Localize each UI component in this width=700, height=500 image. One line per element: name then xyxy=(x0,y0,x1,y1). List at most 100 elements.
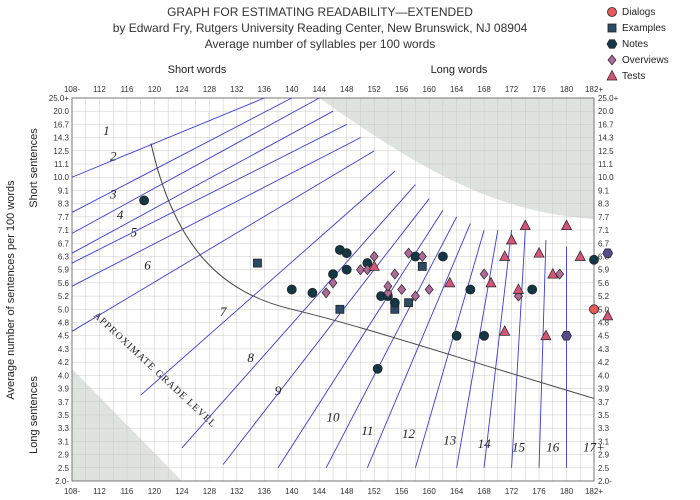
y-tick-label-left: 2.5 xyxy=(58,464,70,473)
y-tick-label-right: 14.3 xyxy=(598,134,614,143)
data-points xyxy=(139,195,614,374)
y-tick-label-left: 11.1 xyxy=(54,160,70,169)
legend-item-tests[interactable]: Tests xyxy=(606,68,669,84)
data-point-notes xyxy=(479,330,490,341)
data-point-overviews-diamond xyxy=(555,268,565,280)
grade-line xyxy=(414,229,485,468)
grade-lines xyxy=(71,97,567,469)
grade-label-8: 8 xyxy=(247,350,254,365)
y-tick-label-right: 16.7 xyxy=(598,120,614,129)
data-point-notes xyxy=(328,269,338,279)
x-tick-label-bottom: 128 xyxy=(203,487,217,496)
y-tick-label-left: 4.2 xyxy=(58,358,70,367)
y-tick-label-right: 11.1 xyxy=(598,160,614,169)
data-point-overviews-diamond xyxy=(328,277,338,289)
x-tick-label-bottom: 182+ xyxy=(585,487,603,496)
legend-marker xyxy=(606,70,618,81)
chart-subtitle: by Edward Fry, Rutgers University Readin… xyxy=(112,21,528,35)
y-tick-label-right: 2.0- xyxy=(598,477,612,486)
x-label-short-words: Short words xyxy=(168,64,227,76)
legend-item-overviews[interactable]: Overviews xyxy=(606,52,669,68)
y-tick-label-right: 6.3 xyxy=(598,252,610,261)
data-point-notes xyxy=(139,195,150,206)
data-point-dialogs xyxy=(589,304,599,315)
legend-label: Overviews xyxy=(622,54,669,66)
x-tick-label-top: 176 xyxy=(532,85,546,94)
y-tick-label-left: 4.3 xyxy=(58,345,70,354)
y-tick-label-left: 6.7 xyxy=(58,239,70,248)
y-tick-label-right: 3.9 xyxy=(598,385,610,394)
y-tick-label-left: 9.1 xyxy=(58,186,70,195)
y-tick-label-left: 7.1 xyxy=(58,226,70,235)
grade-curve xyxy=(150,143,595,399)
data-point-notes xyxy=(389,297,400,308)
grid xyxy=(71,97,595,482)
y-tick-label-right: 3.3 xyxy=(598,424,610,433)
x-axis-title: Average number of syllables per 100 word… xyxy=(204,37,436,51)
legend-item-dialogs[interactable]: Dialogs xyxy=(606,4,669,20)
y-tick-label-right: 9.1 xyxy=(598,186,610,195)
data-point-overviews-diamond xyxy=(404,247,414,259)
y-axis-title: Average number of sentences per 100 word… xyxy=(5,180,17,400)
plot-frame xyxy=(71,97,595,482)
y-tick-label-left: 16.7 xyxy=(53,120,69,129)
y-tick-label-right: 6.7 xyxy=(598,239,610,248)
data-point-tests xyxy=(533,246,545,258)
grade-label-1: 1 xyxy=(103,123,110,138)
grade-line xyxy=(222,198,430,465)
y-tick-label-left: 5.0 xyxy=(58,305,70,314)
grade-line xyxy=(483,230,513,468)
data-point-examples xyxy=(417,261,427,271)
y-label-long-sentences: Long sentences xyxy=(28,376,40,454)
data-point-tests xyxy=(560,219,573,231)
legend-label: Notes xyxy=(622,38,649,50)
grade-line xyxy=(71,97,320,234)
x-tick-label-top: 180 xyxy=(560,85,574,94)
y-tick-label-right: 4.0 xyxy=(598,371,610,380)
data-point-tests xyxy=(368,260,380,271)
legend-item-notes[interactable]: Notes xyxy=(606,36,669,52)
data-point-overviews-diamond xyxy=(383,280,393,292)
x-tick-label-bottom: 160 xyxy=(422,487,436,496)
y-tick-label-right: 3.1 xyxy=(598,437,610,446)
x-tick-label-bottom: 180 xyxy=(560,487,574,496)
data-point-tests xyxy=(499,250,511,261)
y-tick-label-left: 2.0- xyxy=(55,477,69,486)
y-tick-label-left: 3.9 xyxy=(58,385,70,394)
data-point-overviews-diamond xyxy=(362,264,372,276)
y-tick-label-left: 5.6 xyxy=(58,279,70,288)
y-tick-label-left: 3.3 xyxy=(58,424,70,433)
x-tick-label-bottom: 140 xyxy=(285,487,299,496)
grade-label-13: 13 xyxy=(443,433,457,448)
x-tick-label-top: 172 xyxy=(505,85,519,94)
data-point-notes xyxy=(451,330,462,341)
data-point-tests xyxy=(512,283,525,294)
x-tick-label-bottom: 152 xyxy=(368,487,382,496)
y-tick-label-left: 3.7 xyxy=(58,398,70,407)
y-tick-label-left: 25.0+ xyxy=(49,94,70,103)
legend-item-examples[interactable]: Examples xyxy=(606,20,669,36)
grade-line xyxy=(71,110,334,254)
y-tick-label-left: 10.0 xyxy=(53,173,69,182)
y-tick-label-right: 2.9 xyxy=(598,451,610,460)
grade-line xyxy=(71,97,292,213)
grade-label-7: 7 xyxy=(220,304,227,319)
grade-label-11: 11 xyxy=(361,423,373,438)
y-tick-label-left: 7.7 xyxy=(58,213,70,222)
y-tick-label-right: 25.0+ xyxy=(598,94,619,103)
data-point-notes xyxy=(341,264,352,275)
legend-label: Dialogs xyxy=(622,6,656,18)
legend-marker-icon xyxy=(607,7,617,17)
data-point-tests xyxy=(485,276,497,288)
x-tick-label-top: 136 xyxy=(258,85,272,94)
data-point-examples xyxy=(404,298,413,308)
data-point-overviews-diamond xyxy=(321,287,331,299)
y-tick-label-left: 4.5 xyxy=(58,332,70,341)
ticks: 108-108-11211211611612012012412412812813… xyxy=(49,85,619,496)
x-tick-label-top: 116 xyxy=(121,85,134,94)
x-tick-label-top: 120 xyxy=(148,85,162,94)
y-tick-label-right: 5.6 xyxy=(598,279,610,288)
grade-label-17+: 17+ xyxy=(583,439,605,454)
legend-label: Examples xyxy=(622,22,666,34)
legend-marker xyxy=(606,39,618,49)
